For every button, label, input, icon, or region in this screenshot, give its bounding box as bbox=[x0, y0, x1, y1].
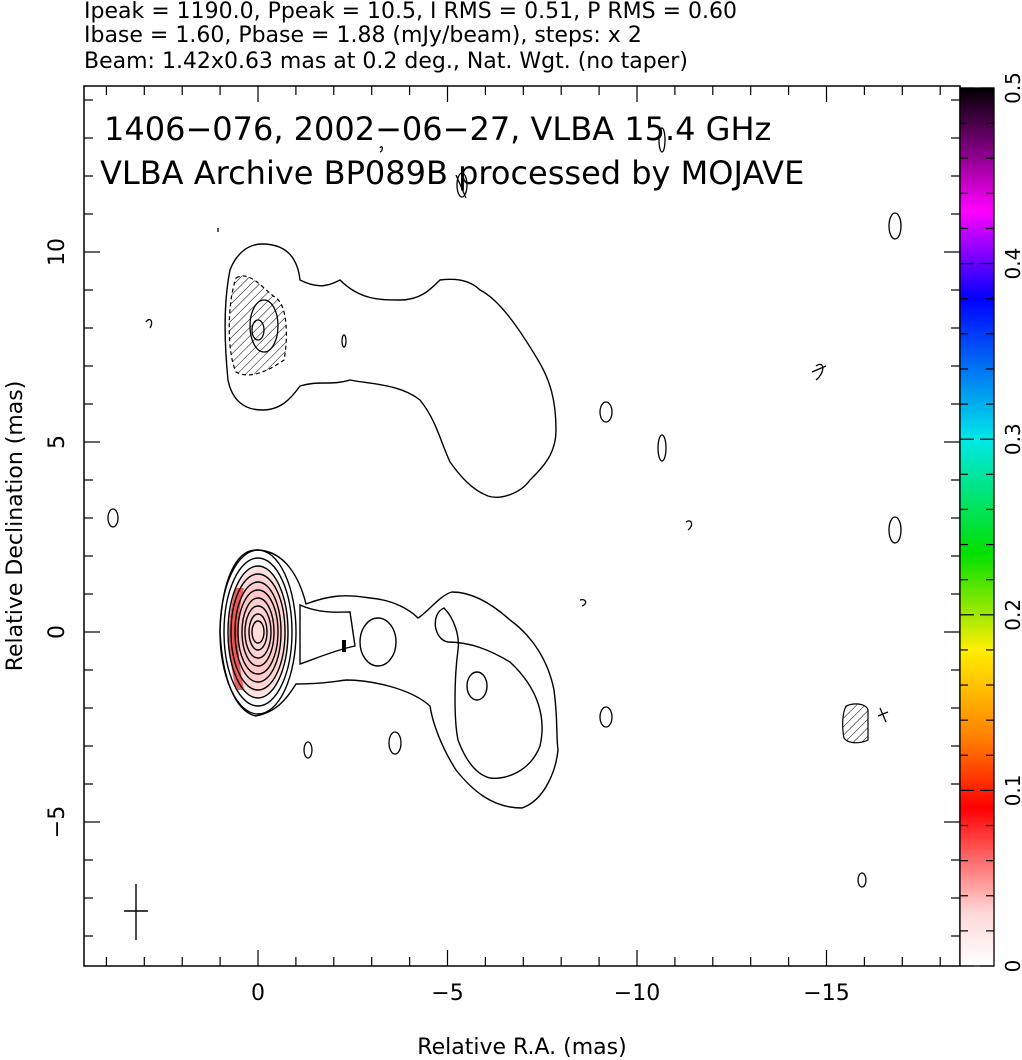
x-tick-labels: 0 −5 −10 −15 bbox=[251, 981, 850, 1006]
core-intensity-fill bbox=[228, 566, 288, 698]
x-tick-label: 0 bbox=[251, 981, 265, 1006]
northern-jet-contour bbox=[224, 243, 557, 498]
colorbar-tick-label: 0 bbox=[1001, 960, 1022, 973]
x-axis-title: Relative R.A. (mas) bbox=[417, 1035, 626, 1060]
header-line-2: Ibase = 1.60, Pbase = 1.88 (mJy/beam), s… bbox=[84, 23, 642, 48]
y-tick-label: −5 bbox=[45, 806, 70, 838]
colorbar-tick-label: 0.3 bbox=[1001, 423, 1022, 455]
southern-jet-inner-contour bbox=[299, 603, 356, 665]
y-axis-title: Relative Declination (mas) bbox=[3, 381, 28, 672]
y-tick-label: 10 bbox=[45, 238, 70, 266]
colorbar-ticks bbox=[960, 87, 994, 967]
colorbar-tick-label: 0.2 bbox=[1001, 599, 1022, 631]
northern-polarized-component bbox=[228, 275, 287, 376]
map-contours bbox=[107, 127, 902, 940]
plot-frame bbox=[83, 85, 961, 967]
y-tick-labels: −5 0 5 10 bbox=[45, 238, 70, 838]
header-line-1: Ipeak = 1190.0, Ppeak = 10.5, I RMS = 0.… bbox=[84, 0, 737, 24]
colorbar bbox=[960, 88, 994, 966]
y-tick-label: 5 bbox=[45, 435, 70, 449]
x-tick-label: −5 bbox=[431, 981, 463, 1006]
colorbar-tick-label: 0.4 bbox=[1001, 248, 1022, 280]
southern-polarized-component bbox=[842, 703, 869, 744]
noise-contours bbox=[107, 127, 902, 888]
x-tick-label: −15 bbox=[803, 981, 849, 1006]
southern-jet-contour bbox=[219, 549, 559, 809]
map-title-line-1: 1406−076, 2002−06−27, VLBA 15.4 GHz bbox=[104, 110, 771, 148]
axis-ticks bbox=[84, 86, 960, 966]
beam-marker bbox=[124, 884, 148, 940]
colorbar-tick-label: 0.5 bbox=[1001, 72, 1022, 104]
colorbar-tick-labels: 0 0.1 0.2 0.3 0.4 0.5 bbox=[1001, 72, 1022, 972]
map-title-line-2: VLBA Archive BP089B processed by MOJAVE bbox=[100, 154, 804, 192]
x-tick-label: −10 bbox=[614, 981, 660, 1006]
header-line-3: Beam: 1.42x0.63 mas at 0.2 deg., Nat. Wg… bbox=[84, 49, 688, 74]
y-tick-label: 0 bbox=[45, 625, 70, 639]
colorbar-tick-label: 0.1 bbox=[1001, 774, 1022, 806]
